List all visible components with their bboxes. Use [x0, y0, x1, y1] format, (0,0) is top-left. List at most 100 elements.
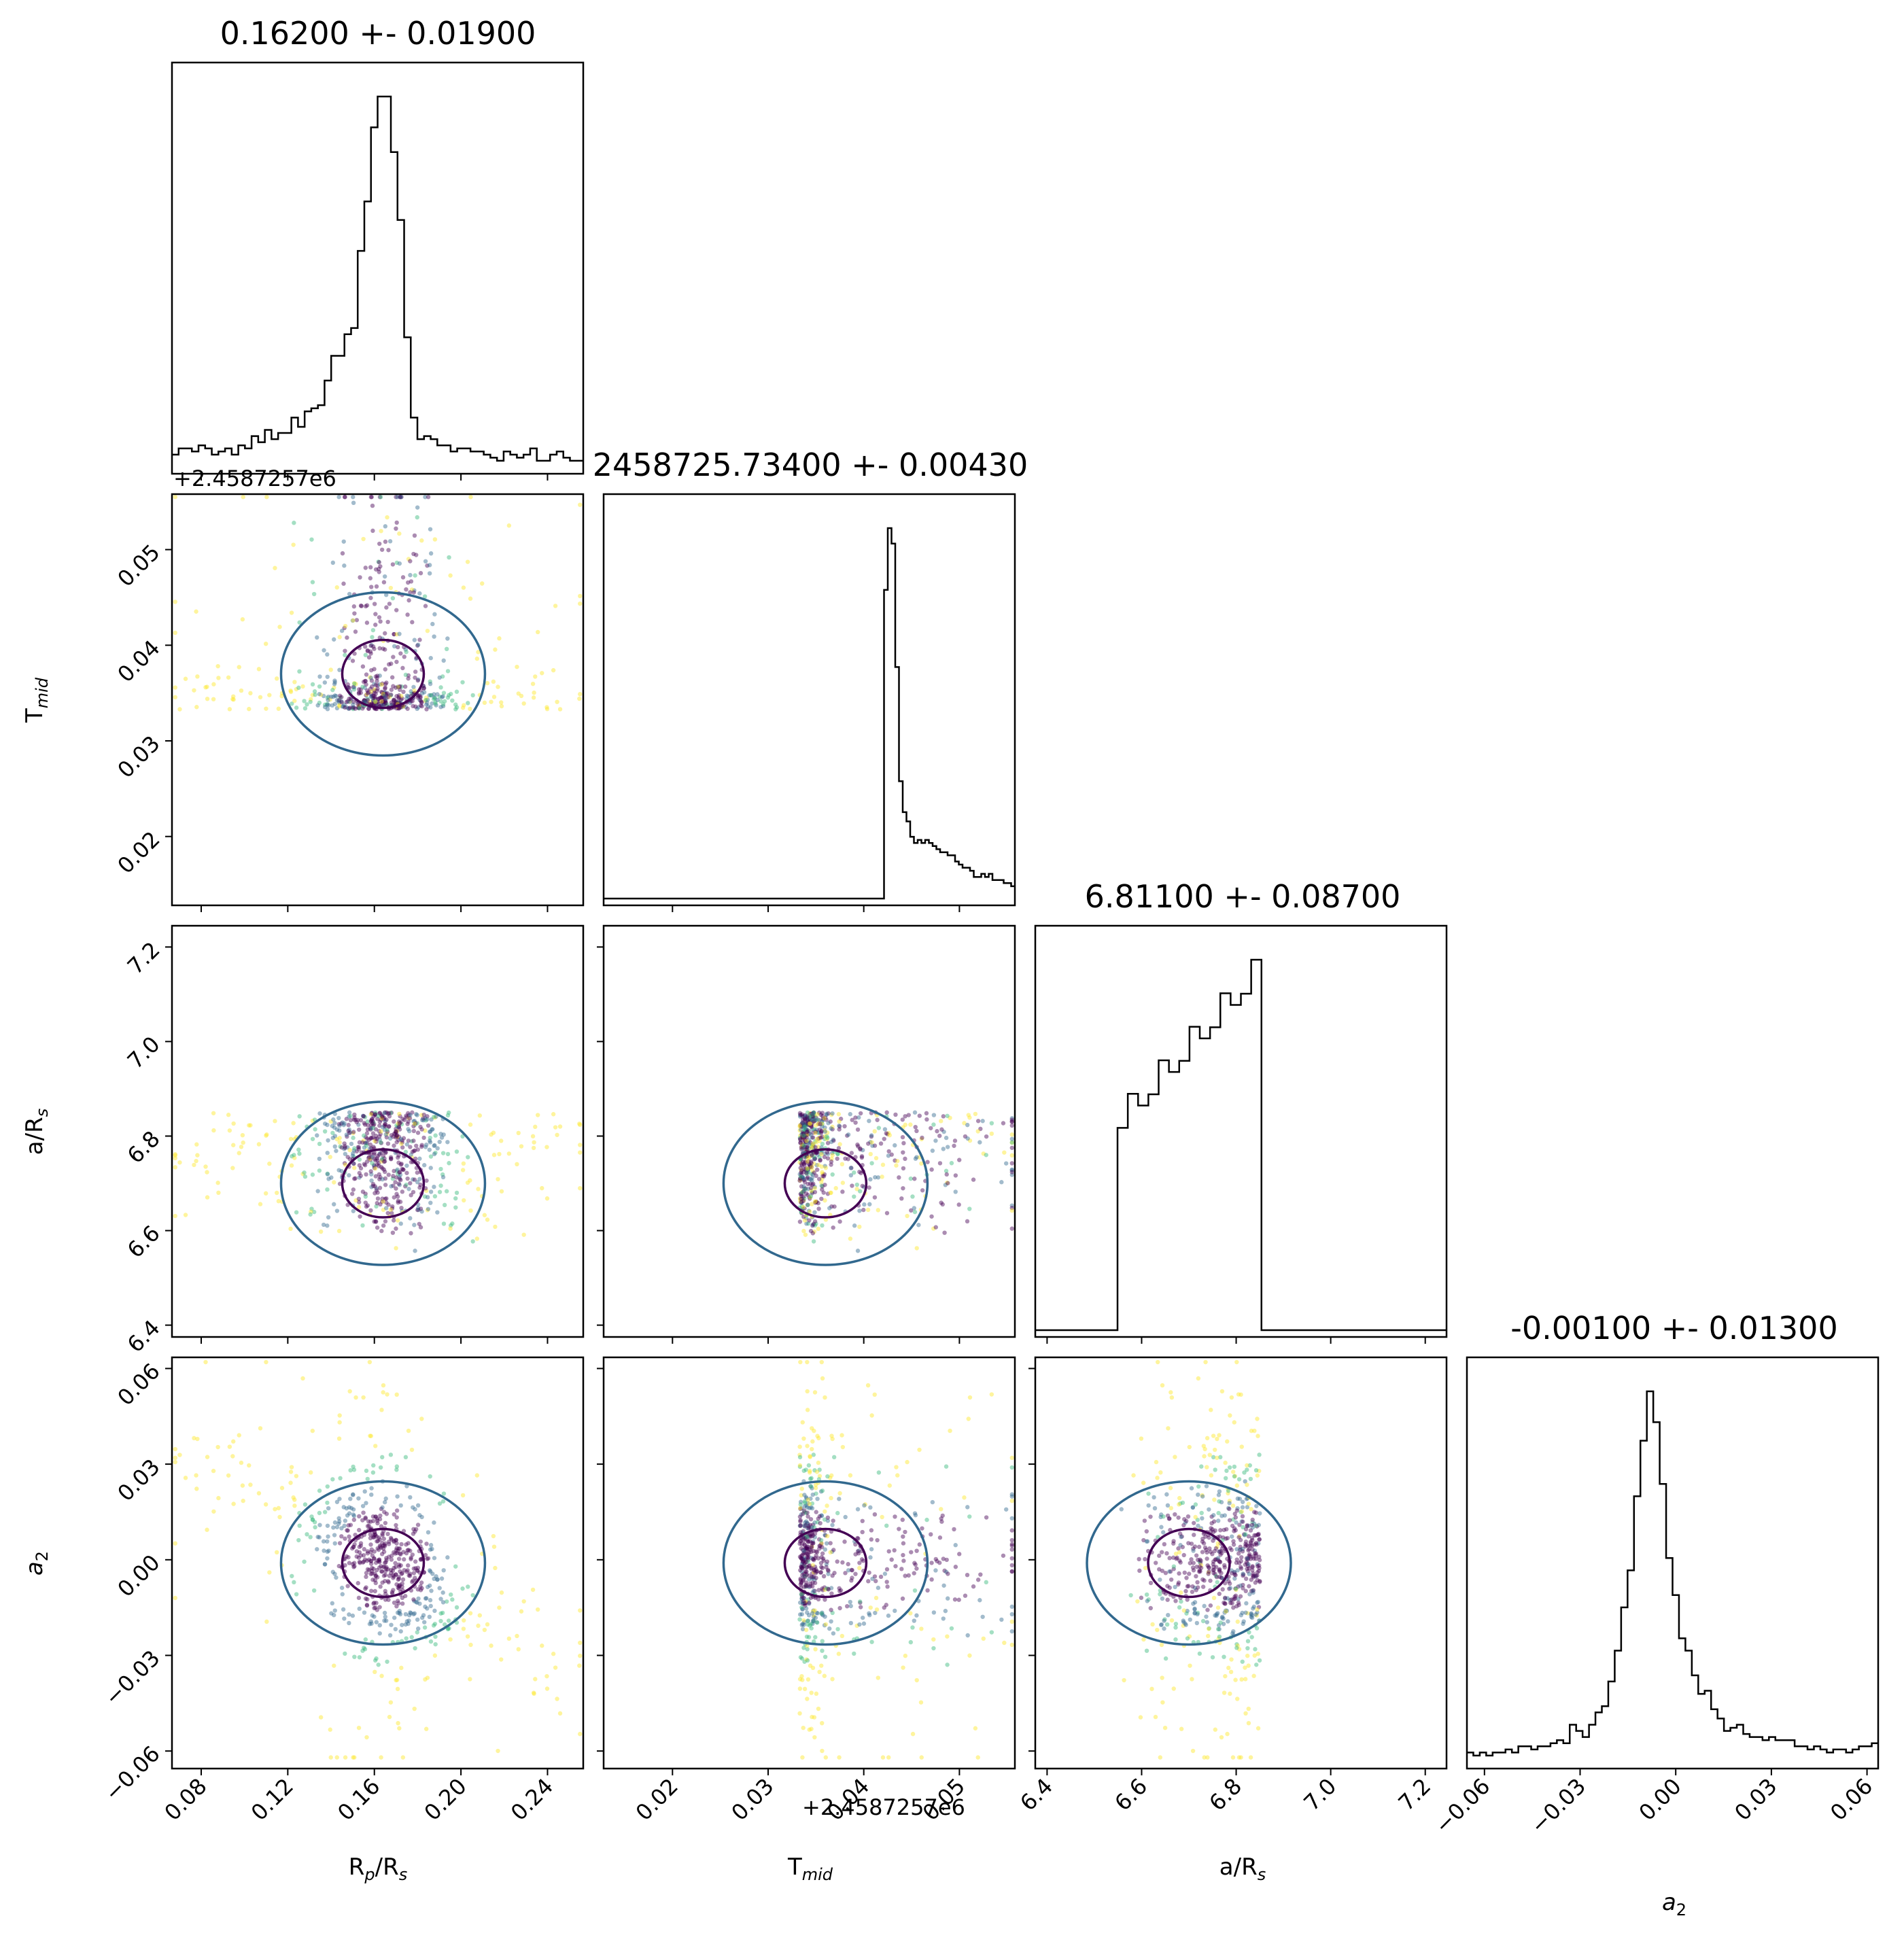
- sample-point: [804, 1147, 810, 1153]
- sample-point: [929, 1126, 933, 1130]
- sample-point: [1222, 1595, 1228, 1601]
- sample-point: [377, 566, 381, 572]
- sample-point: [840, 1444, 846, 1450]
- sample-point: [1160, 1596, 1165, 1601]
- sample-point: [372, 1163, 377, 1168]
- sample-point: [893, 1608, 897, 1614]
- sample-point: [394, 1467, 399, 1472]
- sample-point: [412, 1177, 417, 1182]
- sample-point: [440, 1151, 446, 1155]
- sample-point: [821, 1573, 827, 1579]
- sample-point: [195, 1153, 200, 1158]
- sample-point: [801, 1131, 806, 1136]
- sample-point: [354, 1149, 360, 1154]
- sample-point: [356, 1145, 362, 1150]
- sample-point: [377, 1119, 383, 1124]
- sample-point: [799, 1556, 804, 1561]
- sample-point: [411, 684, 416, 690]
- sample-point: [1188, 1663, 1192, 1668]
- sample-point: [516, 1130, 521, 1136]
- sample-point: [385, 1659, 390, 1664]
- sample-point: [413, 573, 417, 578]
- sample-point: [402, 1117, 406, 1122]
- sample-point: [396, 1124, 402, 1129]
- sample-point: [836, 1652, 842, 1656]
- sample-point: [389, 1156, 394, 1161]
- sample-point: [806, 1208, 812, 1213]
- sample-point: [173, 695, 177, 699]
- sample-point: [360, 1518, 365, 1523]
- sample-point: [460, 1586, 465, 1591]
- sample-point: [368, 1542, 373, 1547]
- sample-point: [1001, 1553, 1006, 1558]
- sample-point: [437, 694, 443, 699]
- y-tick-label-a2: 0.00: [112, 1550, 165, 1602]
- sample-point: [798, 1133, 803, 1138]
- sample-point: [989, 1630, 994, 1635]
- sample-point: [394, 1603, 399, 1609]
- sample-point: [873, 1175, 878, 1180]
- sample-point: [411, 551, 416, 557]
- sample-point: [322, 1562, 328, 1567]
- sample-point: [334, 706, 340, 711]
- sample-point: [808, 1163, 813, 1168]
- sample-point: [311, 591, 317, 597]
- sample-point: [1155, 1476, 1160, 1480]
- sample-point: [1209, 1520, 1214, 1526]
- sample-point: [440, 674, 445, 679]
- sample-point: [1169, 1395, 1175, 1400]
- sample-point: [920, 1526, 924, 1531]
- sample-point: [377, 1137, 382, 1142]
- sample-point: [963, 1593, 968, 1598]
- sample-point: [337, 1128, 342, 1133]
- panel-frame: [171, 493, 585, 907]
- sample-point: [1256, 1523, 1262, 1527]
- sample-point: [798, 1140, 803, 1145]
- sample-point: [806, 1677, 811, 1682]
- sample-point: [405, 706, 410, 711]
- sample-point: [497, 1605, 502, 1610]
- sample-point: [804, 1138, 809, 1143]
- sample-point: [374, 584, 379, 589]
- sample-point: [811, 1119, 816, 1124]
- sample-point: [880, 1162, 886, 1167]
- sample-point: [811, 1221, 816, 1226]
- sample-point: [806, 1167, 811, 1172]
- sample-point: [813, 1635, 818, 1639]
- sample-point: [405, 1176, 410, 1181]
- sample-point: [406, 1541, 411, 1546]
- sample-point: [806, 1120, 812, 1125]
- sample-point: [297, 620, 302, 625]
- sample-point: [338, 1144, 343, 1149]
- sample-point: [1209, 1473, 1214, 1478]
- sample-point: [806, 1159, 811, 1164]
- sample-point: [823, 1125, 827, 1130]
- sample-point: [432, 692, 436, 697]
- sample-point: [417, 693, 421, 698]
- sample-point: [390, 1230, 396, 1235]
- sample-point: [391, 1174, 396, 1179]
- sample-point: [173, 685, 177, 690]
- sample-point: [428, 1166, 433, 1170]
- sample-point: [398, 495, 403, 500]
- sample-point: [975, 1578, 981, 1582]
- sample-point: [362, 1121, 367, 1126]
- sample-point: [806, 1128, 812, 1134]
- sample-point: [967, 1653, 972, 1658]
- sample-point: [428, 1189, 434, 1194]
- sample-point: [840, 1433, 844, 1438]
- sample-point: [399, 684, 404, 689]
- sample-point: [356, 1122, 361, 1127]
- sample-point: [1182, 1570, 1187, 1575]
- sample-point: [801, 1189, 806, 1194]
- sample-point: [799, 1161, 804, 1166]
- sample-point: [351, 702, 356, 707]
- sample-point: [799, 1200, 803, 1205]
- sample-point: [394, 1677, 400, 1682]
- sample-point: [802, 1187, 808, 1192]
- sample-point: [1256, 1726, 1261, 1730]
- sample-point: [383, 686, 387, 691]
- sample-point: [348, 1496, 353, 1501]
- sample-point: [1251, 1606, 1256, 1611]
- sample-point: [837, 1142, 842, 1147]
